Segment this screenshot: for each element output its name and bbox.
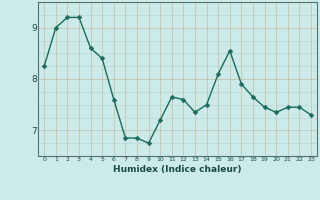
- X-axis label: Humidex (Indice chaleur): Humidex (Indice chaleur): [113, 165, 242, 174]
